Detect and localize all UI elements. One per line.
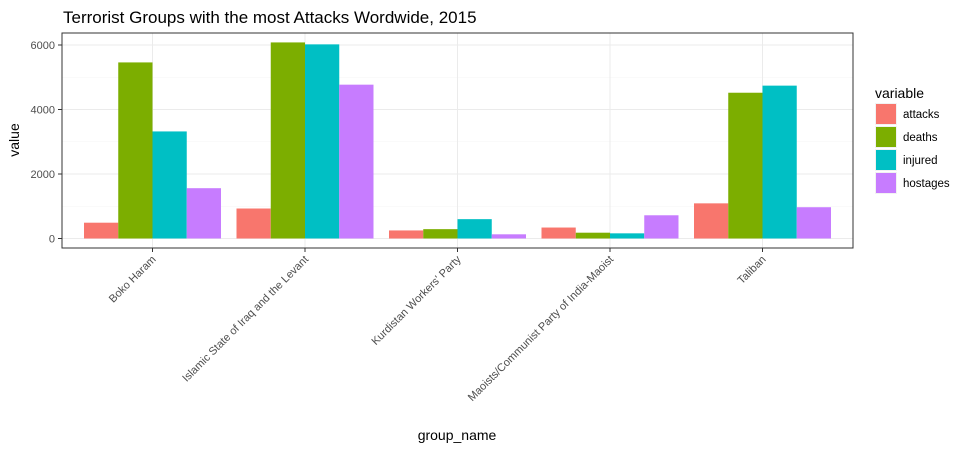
x-tick-label: Maoists/Communist Party of India-Maoist [466, 254, 616, 404]
bar-attacks [541, 227, 576, 239]
bar-injured [152, 131, 187, 239]
bar-hostages [339, 84, 374, 239]
legend-label-attacks: attacks [903, 109, 940, 121]
bars [84, 42, 831, 239]
legend-key-deaths [876, 127, 896, 147]
bar-attacks [236, 208, 271, 239]
legend-key-attacks [876, 104, 896, 124]
bar-hostages [186, 188, 221, 239]
bar-injured [305, 44, 340, 239]
chart-title: Terrorist Groups with the most Attacks W… [63, 8, 477, 27]
bar-attacks [84, 222, 119, 239]
bar-deaths [118, 62, 153, 239]
y-tick-label: 0 [49, 234, 55, 246]
x-axis-title: group_name [418, 427, 497, 443]
bar-hostages [796, 207, 831, 239]
x-tick-label: Kurdistan Workers' Party [369, 253, 463, 347]
legend-label-hostages: hostages [903, 178, 950, 190]
bar-hostages [491, 234, 526, 239]
legend-title: variable [875, 85, 924, 101]
bar-attacks [389, 230, 424, 239]
bar-injured [610, 233, 645, 239]
x-tick-label: Boko Haram [107, 254, 159, 306]
legend-label-deaths: deaths [903, 132, 938, 144]
bar-deaths [728, 92, 763, 239]
x-tick-label: Taliban [735, 254, 768, 287]
x-tick-label: Islamic State of Iraq and the Levant [180, 254, 311, 385]
y-axis-title: value [6, 123, 22, 157]
legend: variable attacks deaths injured hostages [875, 85, 950, 194]
y-tick-label: 6000 [31, 40, 55, 52]
legend-label-injured: injured [903, 155, 938, 167]
legend-key-hostages [876, 173, 896, 193]
bar-deaths [270, 42, 305, 239]
bar-injured [457, 219, 492, 239]
bar-deaths [423, 229, 458, 239]
legend-key-injured [876, 150, 896, 170]
y-tick-label: 4000 [31, 105, 55, 117]
bar-hostages [644, 215, 679, 239]
bar-injured [762, 85, 797, 239]
bar-deaths [575, 232, 610, 239]
y-tick-label: 2000 [31, 169, 55, 181]
bar-attacks [694, 203, 729, 239]
